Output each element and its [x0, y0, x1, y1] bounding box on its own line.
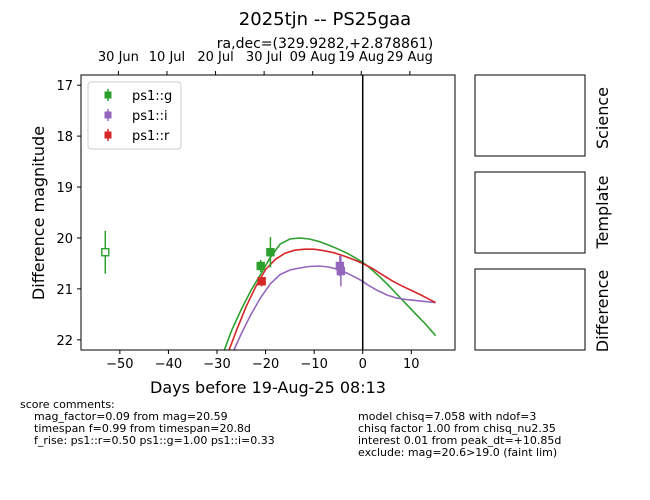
image-panels: Science Template Difference — [474, 74, 612, 352]
top-date-label: 30 Jun — [98, 50, 139, 65]
model-line-ps1--r — [228, 248, 436, 350]
model-comments: model chisq=7.058 with ndof=3 chisq fact… — [358, 411, 561, 459]
science-label: Science — [593, 87, 612, 149]
x-tick-label: 0 — [359, 357, 367, 372]
x-axis-label: Days before 19-Aug-25 08:13 — [150, 378, 386, 397]
top-date-label: 29 Aug — [387, 50, 433, 65]
y-tick-label: 22 — [56, 334, 73, 349]
x-tick-label: −10 — [300, 357, 327, 372]
comment-line: timespan f=0.99 from timespan=20.8d — [34, 422, 251, 435]
y-tick-label: 17 — [56, 79, 73, 94]
comment-line: mag_factor=0.09 from mag=20.59 — [34, 410, 228, 423]
x-tick-label: 10 — [403, 357, 420, 372]
x-tick-label: −30 — [203, 357, 230, 372]
legend-swatch — [104, 111, 112, 119]
model-line-ps1--g — [223, 237, 437, 350]
data-point — [257, 277, 266, 286]
science-panel — [474, 74, 586, 157]
legend-swatch — [104, 131, 112, 139]
data-point — [256, 261, 265, 271]
score-comments: score comments: mag_factor=0.09 from mag… — [20, 399, 275, 447]
template-panel — [474, 171, 586, 254]
score-comments-header: score comments: — [20, 398, 115, 411]
difference-panel — [474, 268, 586, 351]
legend-label: ps1::g — [132, 89, 172, 104]
data-point — [266, 248, 275, 257]
model-line: exclude: mag=20.6>19.0 (faint lim) — [358, 446, 558, 459]
y-tick-label: 20 — [56, 232, 73, 247]
x-tick-label: −50 — [106, 357, 133, 372]
top-date-label: 20 Jul — [197, 50, 233, 65]
legend-label: ps1::r — [132, 129, 170, 144]
top-date-label: 19 Aug — [338, 50, 384, 65]
top-date-label: 10 Jul — [149, 50, 185, 65]
plot-area: −50 −40 −30 −20 −10 0 10 30 Jun 10 Jul 20 Jul 30 J… — [56, 50, 456, 372]
data-point — [336, 266, 346, 276]
y-tick-label: 19 — [56, 181, 73, 196]
y-axis-label: Difference magnitude — [29, 126, 48, 300]
top-date-label: 30 Jul — [246, 50, 282, 65]
legend-swatch — [104, 91, 112, 99]
data-point — [101, 248, 110, 257]
difference-label: Difference — [593, 270, 612, 352]
legend-label: ps1::i — [132, 109, 168, 124]
plot-frame — [80, 74, 456, 351]
x-tick-label: −40 — [155, 357, 182, 372]
model-line: model chisq=7.058 with ndof=3 — [358, 410, 537, 423]
template-label: Template — [593, 175, 612, 249]
model-line: chisq factor 1.00 from chisq_nu2.35 — [358, 422, 556, 435]
comment-line: f_rise: ps1::r=0.50 ps1::g=1.00 ps1::i=0… — [34, 434, 275, 447]
chart-title: 2025tjn -- PS25gaa — [239, 9, 411, 30]
top-date-label: 09 Aug — [290, 50, 336, 65]
chart-subtitle: ra,dec=(329.9282,+2.878861) — [217, 36, 433, 52]
model-line: interest 0.01 from peak_dt=+10.85d — [358, 434, 562, 447]
x-tick-label: −20 — [252, 357, 279, 372]
y-tick-label: 18 — [56, 130, 73, 145]
y-tick-label: 21 — [56, 283, 73, 298]
